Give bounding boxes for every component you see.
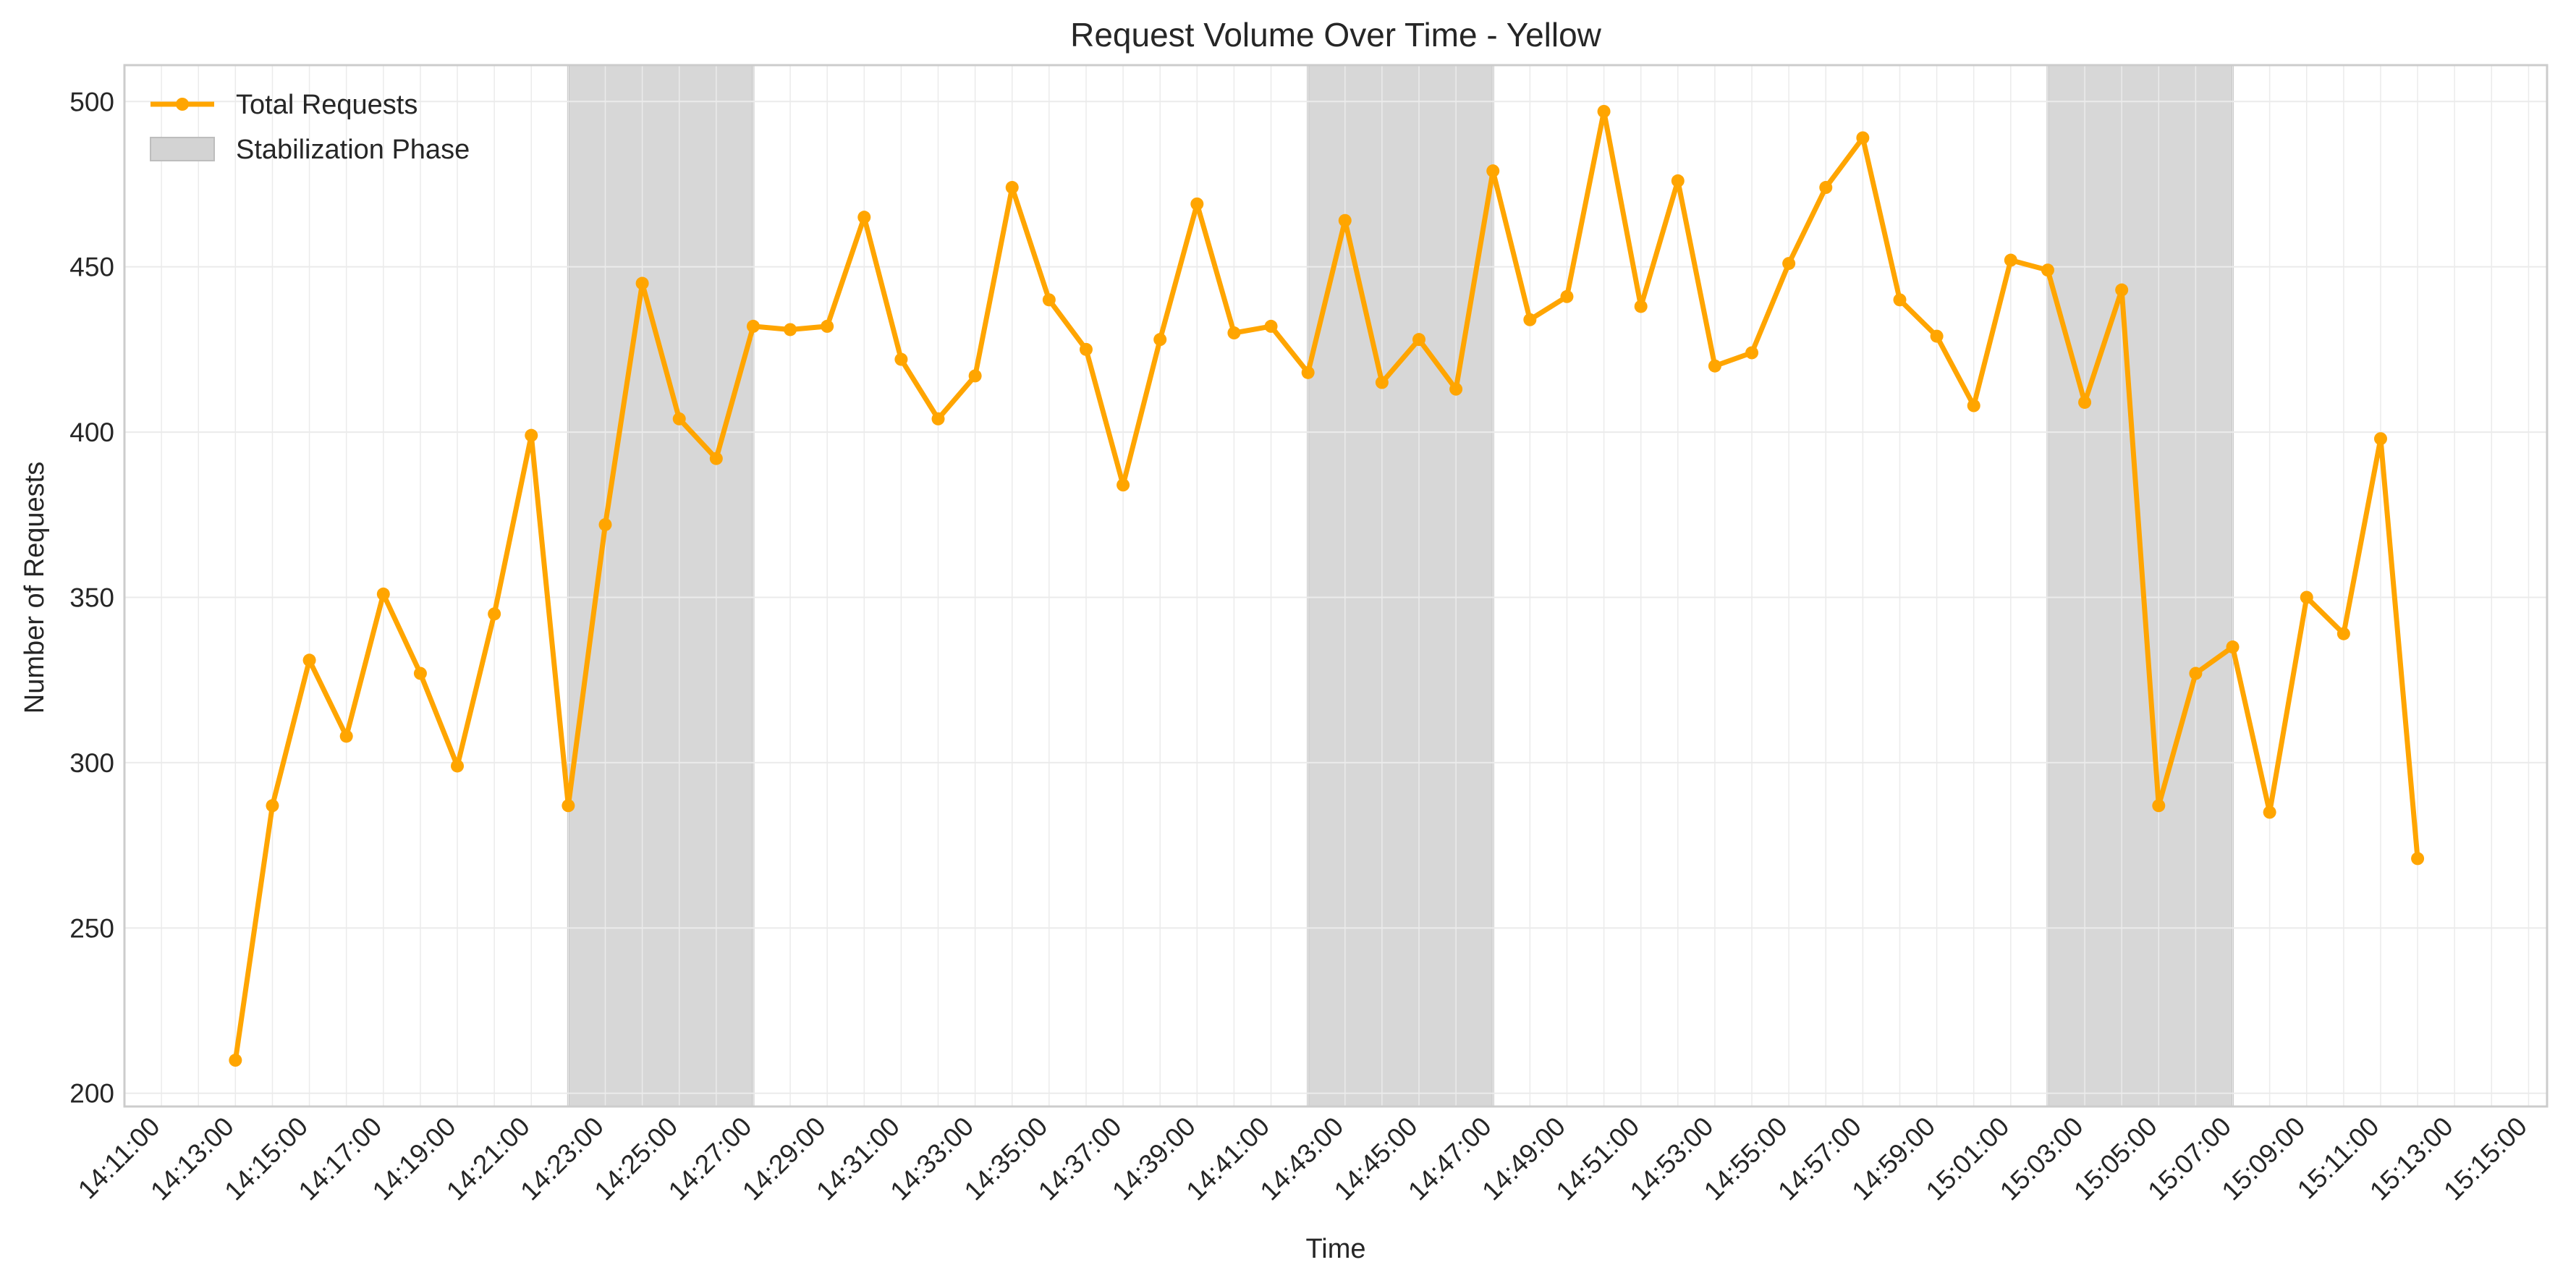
data-point bbox=[1153, 333, 1167, 347]
data-point bbox=[1117, 478, 1130, 492]
data-point bbox=[1671, 174, 1685, 187]
data-point bbox=[1597, 104, 1611, 118]
data-point bbox=[1412, 333, 1426, 347]
data-point bbox=[339, 729, 353, 743]
data-point bbox=[931, 412, 945, 426]
data-point bbox=[1634, 300, 1648, 313]
data-point bbox=[2373, 432, 2387, 446]
data-point bbox=[2300, 591, 2313, 604]
data-point bbox=[2078, 395, 2092, 409]
y-tick-label: 300 bbox=[69, 748, 114, 778]
data-point bbox=[1190, 197, 1204, 211]
data-point bbox=[2189, 666, 2203, 680]
data-point bbox=[746, 319, 760, 333]
data-point bbox=[376, 587, 390, 601]
series-line-total-requests bbox=[232, 109, 2420, 1063]
data-point bbox=[2263, 805, 2276, 819]
y-tick-label: 200 bbox=[69, 1079, 114, 1109]
data-point bbox=[525, 428, 538, 442]
data-point bbox=[635, 276, 649, 290]
data-point bbox=[1375, 376, 1389, 389]
data-point bbox=[2115, 283, 2129, 297]
data-point bbox=[2411, 852, 2425, 866]
data-point bbox=[302, 653, 316, 667]
data-point bbox=[857, 211, 871, 224]
data-point bbox=[2004, 253, 2017, 267]
data-point bbox=[2226, 640, 2240, 654]
data-point bbox=[709, 452, 723, 465]
data-point bbox=[562, 799, 575, 813]
data-point bbox=[1708, 359, 1721, 373]
data-point bbox=[1560, 289, 1574, 303]
legend: Total Requests Stabilization Phase bbox=[150, 90, 470, 165]
data-point bbox=[1856, 131, 1870, 145]
x-axis-label: Time bbox=[1305, 1234, 1365, 1264]
data-point bbox=[488, 607, 501, 621]
data-point bbox=[968, 369, 982, 383]
data-point bbox=[1967, 399, 1980, 412]
y-tick-label: 500 bbox=[69, 87, 114, 117]
data-point bbox=[1338, 213, 1352, 227]
data-point bbox=[598, 517, 612, 531]
data-point bbox=[266, 799, 279, 813]
data-point bbox=[2041, 263, 2054, 277]
data-point bbox=[2152, 799, 2166, 813]
data-point bbox=[1227, 326, 1241, 340]
y-tick-label: 350 bbox=[69, 583, 114, 612]
y-axis-label: Number of Requests bbox=[20, 462, 50, 714]
data-point bbox=[1005, 181, 1019, 195]
stabilization-region-2 bbox=[2046, 64, 2234, 1108]
data-point bbox=[1264, 319, 1278, 333]
data-point bbox=[672, 412, 686, 426]
data-point bbox=[821, 319, 834, 333]
y-tick-label: 450 bbox=[69, 253, 114, 282]
y-tick-label: 400 bbox=[69, 418, 114, 447]
data-point bbox=[1486, 164, 1500, 178]
data-point bbox=[1079, 342, 1093, 356]
data-point bbox=[894, 352, 908, 366]
legend-patch-swatch bbox=[150, 137, 215, 161]
data-point bbox=[1745, 346, 1759, 360]
legend-marker bbox=[176, 98, 189, 111]
data-point bbox=[2336, 627, 2350, 640]
legend-label: Total Requests bbox=[236, 90, 418, 120]
y-tick-label: 250 bbox=[69, 913, 114, 943]
data-point bbox=[1523, 313, 1537, 326]
data-point bbox=[1819, 181, 1833, 195]
data-point bbox=[1930, 329, 1944, 343]
data-point bbox=[1042, 293, 1056, 307]
data-point bbox=[1782, 257, 1796, 271]
data-point bbox=[1449, 382, 1463, 396]
data-point bbox=[1893, 293, 1907, 307]
stabilization-region-1 bbox=[1307, 64, 1494, 1108]
legend-label: Stabilization Phase bbox=[236, 135, 470, 165]
plot-frame bbox=[123, 64, 2549, 1108]
data-point bbox=[451, 759, 465, 773]
data-point bbox=[413, 666, 427, 680]
data-point bbox=[229, 1054, 242, 1067]
data-point bbox=[1301, 365, 1315, 379]
chart-title: Request Volume Over Time - Yellow bbox=[1070, 16, 1602, 54]
data-point bbox=[784, 323, 797, 337]
